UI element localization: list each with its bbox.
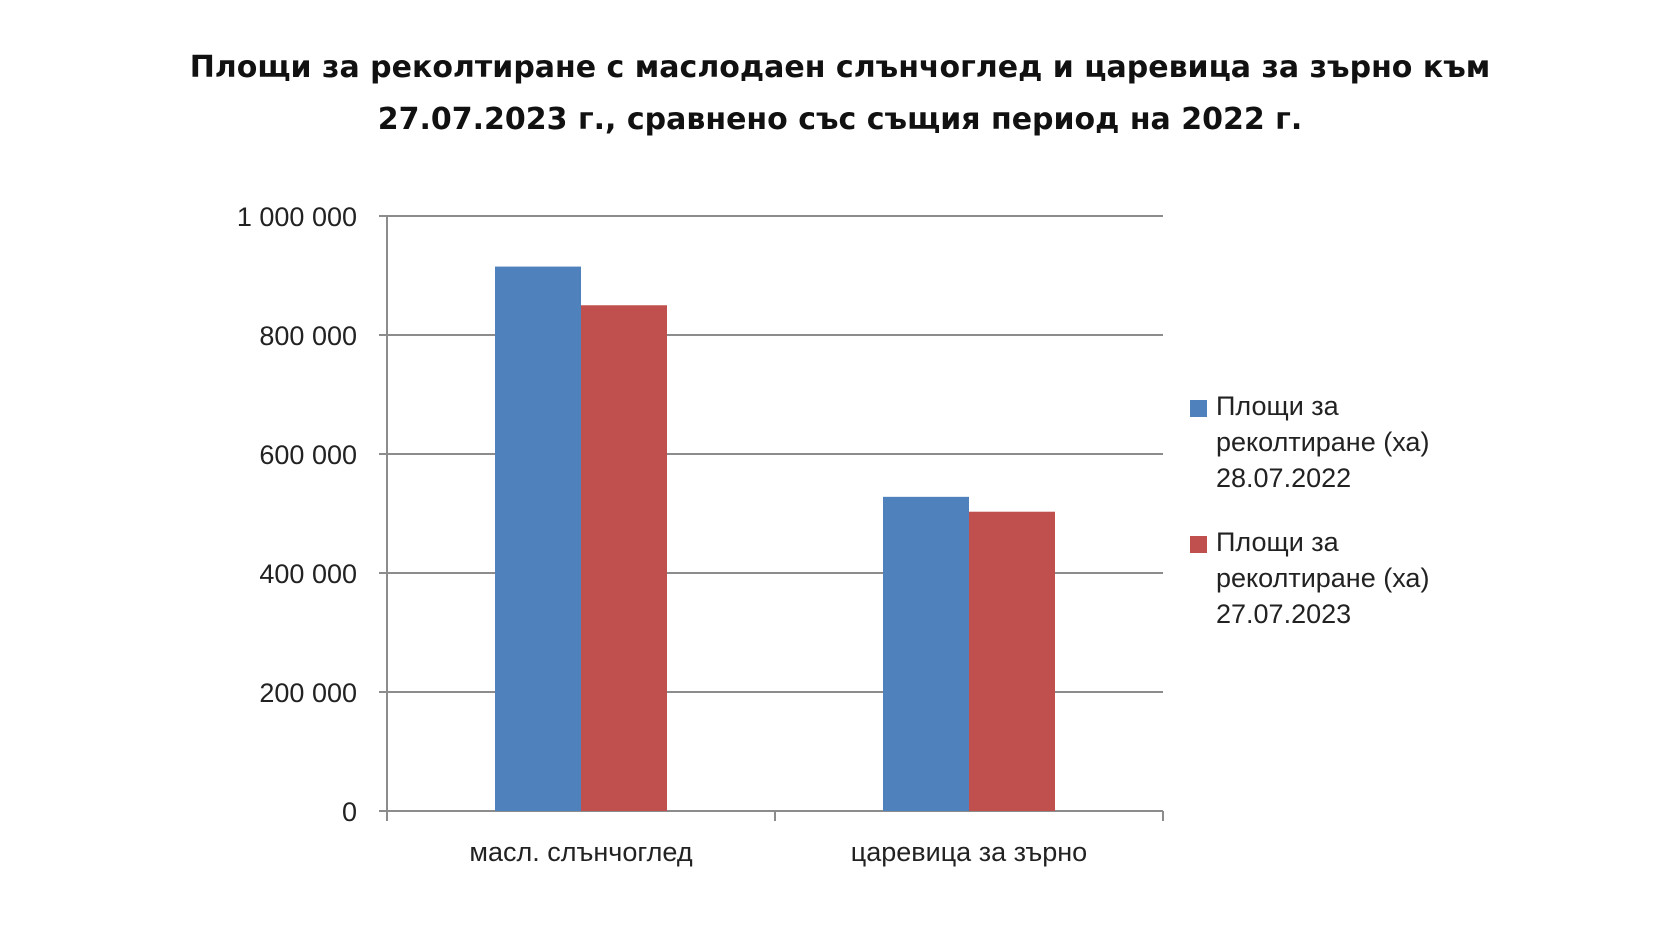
legend-item-2023: Площи за реколтиране (ха) 27.07.2023 [1190, 524, 1490, 632]
chart-title-line-2: 27.07.2023 г., сравнено със същия период… [377, 102, 1303, 137]
y-tick-label: 1 000 000 [237, 202, 357, 232]
bar [581, 305, 667, 811]
x-category-label: царевица за зърно [851, 837, 1087, 867]
legend: Площи за реколтиране (ха) 28.07.2022 Пло… [1190, 388, 1490, 660]
bar [883, 496, 969, 811]
legend-label-2022-line-2: реколтиране (ха) [1216, 427, 1430, 457]
bar [969, 511, 1055, 811]
legend-swatch-2023 [1190, 536, 1207, 553]
legend-label-2022-line-3: 28.07.2022 [1216, 463, 1352, 493]
chart-title: Площи за реколтиране с маслодаен слънчог… [90, 42, 1590, 146]
legend-swatch-2022 [1190, 400, 1207, 417]
legend-label-2023-line-3: 27.07.2023 [1216, 599, 1352, 629]
legend-label-2023-line-2: реколтиране (ха) [1216, 563, 1430, 593]
y-tick-label: 800 000 [259, 321, 357, 351]
y-tick-label: 0 [342, 797, 357, 827]
y-tick-label: 400 000 [259, 559, 357, 589]
bar [495, 266, 581, 811]
legend-label-2023-line-1: Площи за [1216, 527, 1339, 557]
legend-item-2022: Площи за реколтиране (ха) 28.07.2022 [1190, 388, 1490, 496]
y-tick-label: 200 000 [259, 678, 357, 708]
chart-title-line-1: Площи за реколтиране с маслодаен слънчог… [189, 50, 1491, 85]
legend-label-2022-line-1: Площи за [1216, 391, 1339, 421]
y-tick-label: 600 000 [259, 440, 357, 470]
x-category-label: масл. слънчоглед [469, 837, 692, 867]
